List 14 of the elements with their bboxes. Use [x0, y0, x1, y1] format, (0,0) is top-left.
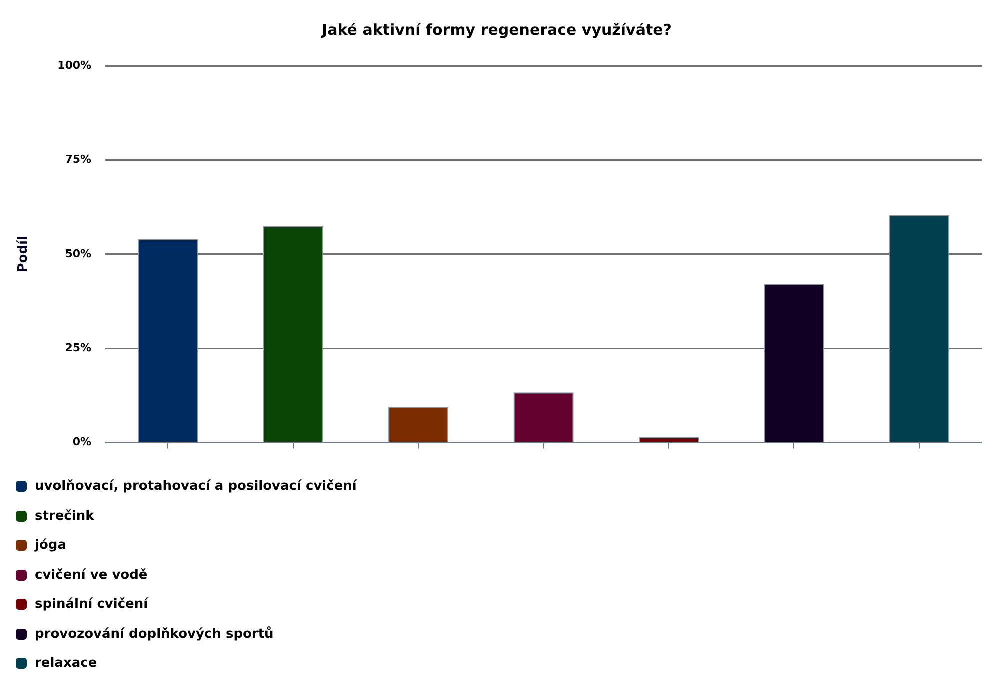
y-tick-label: 50%	[65, 247, 92, 260]
y-tick-label: 75%	[65, 153, 92, 166]
y-tick-label: 100%	[58, 58, 92, 72]
legend-label: spinální cvičení	[35, 597, 148, 612]
legend-label: uvolňovací, protahovací a posilovací cvičení	[35, 479, 357, 494]
legend-label: relaxace	[35, 656, 98, 672]
y-tick-label: 25%	[65, 341, 92, 354]
y-axis-title: Podíl	[16, 236, 32, 273]
y-tick-label: 0%	[72, 436, 92, 449]
legend-label: jóga	[35, 538, 66, 554]
legend-label: cvičení ve vodě	[35, 568, 148, 583]
legend-label: provozování doplňkových sportů	[35, 626, 274, 642]
chart-title: Jaké aktivní formy regenerace využíváte?	[321, 20, 672, 39]
legend-label: strečink	[35, 508, 94, 524]
